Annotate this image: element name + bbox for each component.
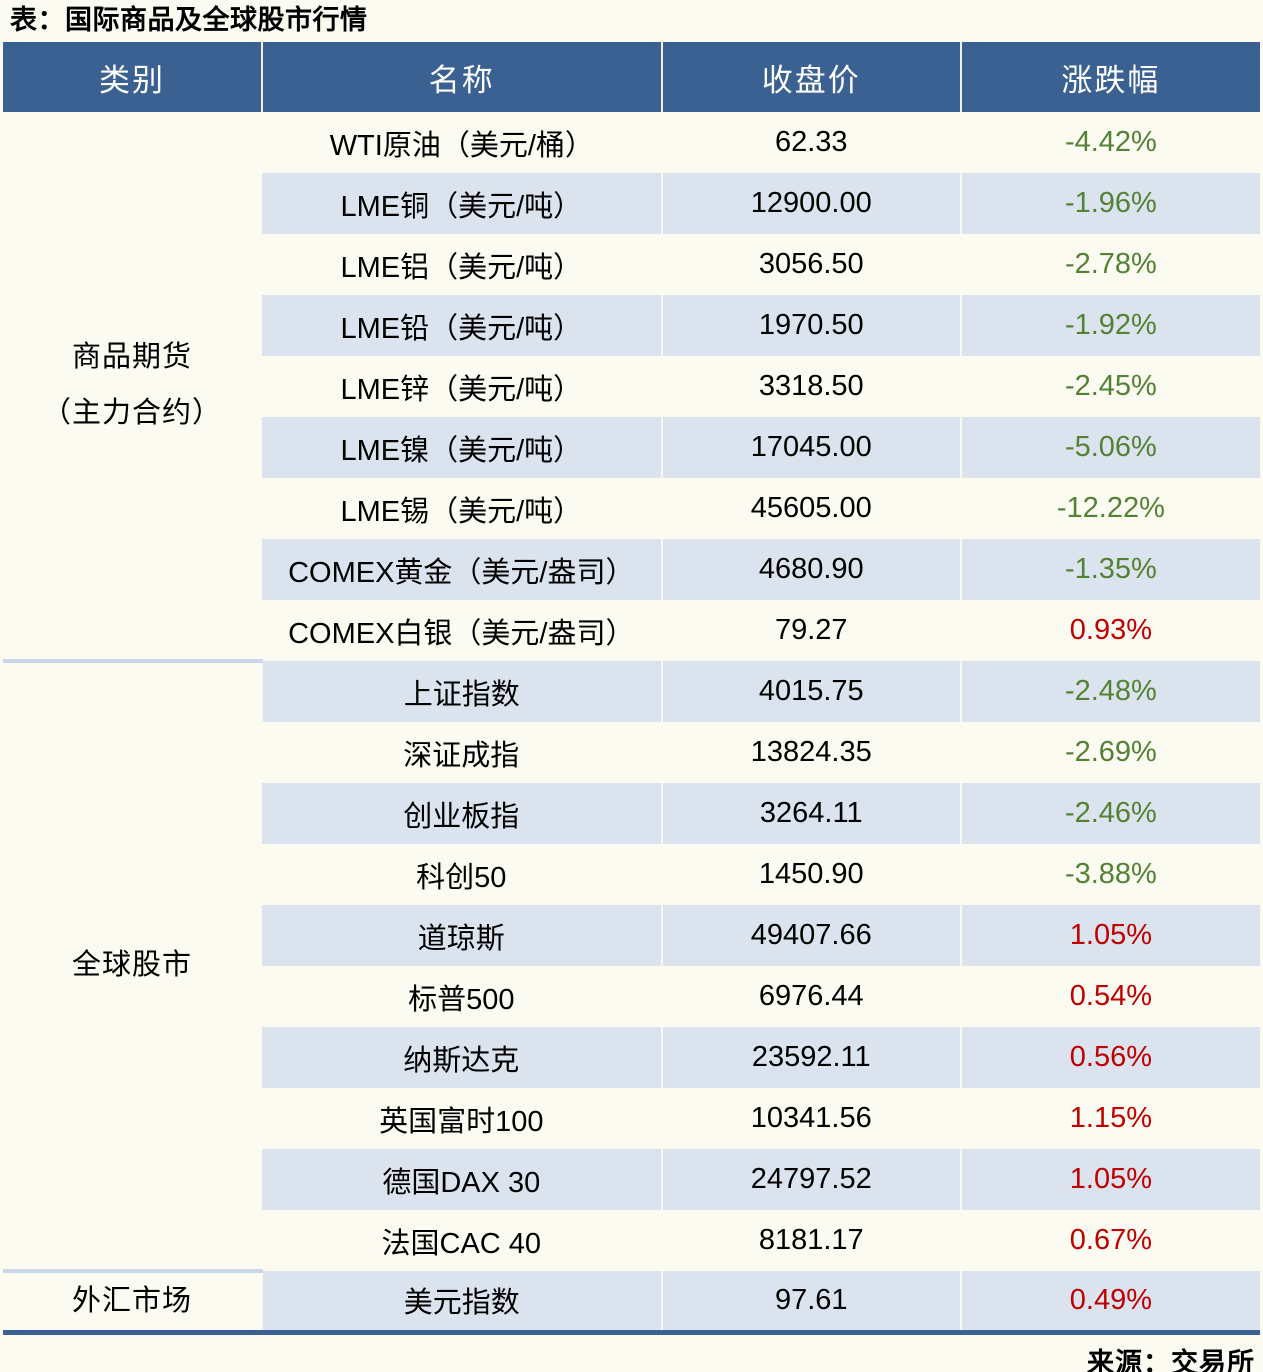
header-row: 类别 名称 收盘价 涨跌幅 — [3, 42, 1260, 112]
table-row: LME铝（美元/吨） 3056.50 -2.78% — [3, 234, 1260, 295]
instrument-name: 深证成指 — [403, 739, 520, 772]
change-percent: -1.35% — [959, 539, 1260, 600]
table-row: COMEX黄金（美元/盎司） 4680.90 -1.35% — [3, 539, 1260, 600]
instrument-name: 英国富时100 — [379, 1105, 544, 1138]
close-price: 23592.11 — [660, 1027, 961, 1088]
instrument-name: 创业板指 — [261, 783, 662, 844]
table-row: 德国DAX 30 24797.52 1.05% — [3, 1149, 1260, 1210]
table-row: 标普500 6976.44 0.54% — [3, 966, 1260, 1027]
change-percent: -2.46% — [959, 783, 1260, 844]
instrument-name: 美元指数 — [260, 1271, 662, 1332]
close-price: 79.27 — [660, 600, 961, 661]
close-price: 10341.56 — [660, 1088, 961, 1149]
close-price: 97.61 — [660, 1271, 961, 1332]
change-percent: -12.22% — [959, 478, 1260, 539]
change-percent: 0.67% — [959, 1210, 1260, 1271]
instrument-name: 科创50 — [416, 861, 507, 894]
close-price: 4015.75 — [660, 661, 961, 722]
instrument-name: 法国CAC 40 — [381, 1227, 542, 1260]
instrument-name: LME铜（美元/吨） — [261, 173, 662, 234]
change-percent: 0.93% — [959, 600, 1260, 661]
close-price: 62.33 — [660, 112, 961, 173]
instrument-name: LME铅（美元/吨） — [261, 295, 662, 356]
close-price: 8181.17 — [660, 1210, 961, 1271]
instrument-name: LME镍（美元/吨） — [261, 417, 662, 478]
table-row: 法国CAC 40 8181.17 0.67% — [3, 1210, 1260, 1271]
instrument-name: 道琼斯 — [261, 905, 662, 966]
close-price: 1450.90 — [660, 844, 961, 905]
table-row: 商品期货 （主力合约） WTI原油（美元/桶） 62.33 -4.42% — [3, 112, 1260, 661]
change-percent: -1.96% — [959, 173, 1260, 234]
table-row: 科创50 1450.90 -3.88% — [3, 844, 1260, 905]
change-percent: -1.92% — [959, 295, 1260, 356]
change-percent: 0.54% — [959, 966, 1260, 1027]
table-title: 表：国际商品及全球股市行情 — [10, 5, 368, 35]
close-price: 3318.50 — [660, 356, 961, 417]
close-price: 24797.52 — [660, 1149, 961, 1210]
table-row: 纳斯达克 23592.11 0.56% — [3, 1027, 1260, 1088]
table-row: LME锌（美元/吨） 3318.50 -2.45% — [3, 356, 1260, 417]
instrument-name: 上证指数 — [260, 661, 662, 722]
instrument-name: 纳斯达克 — [261, 1027, 662, 1088]
close-price: 6976.44 — [660, 966, 961, 1027]
table-row: LME铅（美元/吨） 1970.50 -1.92% — [3, 295, 1260, 356]
close-price: 45605.00 — [660, 478, 961, 539]
table-row: LME铜（美元/吨） 12900.00 -1.96% — [3, 173, 1260, 234]
change-percent: 0.56% — [959, 1027, 1260, 1088]
close-price: 12900.00 — [660, 173, 961, 234]
table-row: LME镍（美元/吨） 17045.00 -5.06% — [3, 417, 1260, 478]
change-percent: -4.42% — [959, 112, 1260, 173]
instrument-name: LME锌（美元/吨） — [340, 373, 583, 406]
instrument-name: LME锡（美元/吨） — [340, 495, 583, 528]
table-row: 创业板指 3264.11 -2.46% — [3, 783, 1260, 844]
instrument-name: 标普500 — [408, 983, 515, 1016]
change-percent: 1.15% — [959, 1088, 1260, 1149]
close-price: 1970.50 — [660, 295, 961, 356]
change-percent: -2.45% — [959, 356, 1260, 417]
category-cell-fx-market: 外汇市场 — [3, 1269, 262, 1332]
table-row: 外汇市场 美元指数 97.61 0.49% — [3, 1269, 1260, 1332]
instrument-name: 德国DAX 30 — [261, 1149, 662, 1210]
header-category: 类别 — [3, 42, 262, 112]
instrument-name: WTI原油（美元/桶） — [260, 112, 662, 173]
close-price: 13824.35 — [660, 722, 961, 783]
source-caption: 来源：交易所 — [1087, 1347, 1255, 1372]
close-price: 4680.90 — [660, 539, 961, 600]
change-percent: 1.05% — [959, 1149, 1260, 1210]
table-header: 类别 名称 收盘价 涨跌幅 — [3, 42, 1260, 112]
instrument-name: COMEX黄金（美元/盎司） — [261, 539, 662, 600]
close-price: 49407.66 — [660, 905, 961, 966]
category-cell-commodities: 商品期货 （主力合约） — [3, 112, 262, 661]
change-percent: -2.69% — [959, 722, 1260, 783]
instrument-name: LME铝（美元/吨） — [340, 251, 583, 284]
change-percent: -3.88% — [959, 844, 1260, 905]
header-name: 名称 — [260, 42, 662, 112]
change-percent: -2.78% — [959, 234, 1260, 295]
change-percent: 1.05% — [959, 905, 1260, 966]
change-percent: -2.48% — [959, 661, 1260, 722]
table-body: 商品期货 （主力合约） WTI原油（美元/桶） 62.33 -4.42% LME… — [3, 112, 1260, 1332]
header-close: 收盘价 — [660, 42, 961, 112]
close-price: 3264.11 — [660, 783, 961, 844]
table-row: 全球股市 上证指数 4015.75 -2.48% — [3, 659, 1260, 1271]
instrument-name: COMEX白银（美元/盎司） — [288, 617, 635, 650]
change-percent: 0.49% — [959, 1271, 1260, 1332]
close-price: 3056.50 — [660, 234, 961, 295]
table-row: 英国富时100 10341.56 1.15% — [3, 1088, 1260, 1149]
table-row: 深证成指 13824.35 -2.69% — [3, 722, 1260, 783]
category-cell-global-stocks: 全球股市 — [3, 659, 262, 1271]
table-row: LME锡（美元/吨） 45605.00 -12.22% — [3, 478, 1260, 539]
market-table: 类别 名称 收盘价 涨跌幅 商品期货 （主力合约） WTI原油（美元/桶） 62… — [3, 42, 1260, 1335]
table-row: 道琼斯 49407.66 1.05% — [3, 905, 1260, 966]
close-price: 17045.00 — [660, 417, 961, 478]
change-percent: -5.06% — [959, 417, 1260, 478]
table-row: COMEX白银（美元/盎司） 79.27 0.93% — [3, 600, 1260, 661]
header-change: 涨跌幅 — [959, 42, 1260, 112]
